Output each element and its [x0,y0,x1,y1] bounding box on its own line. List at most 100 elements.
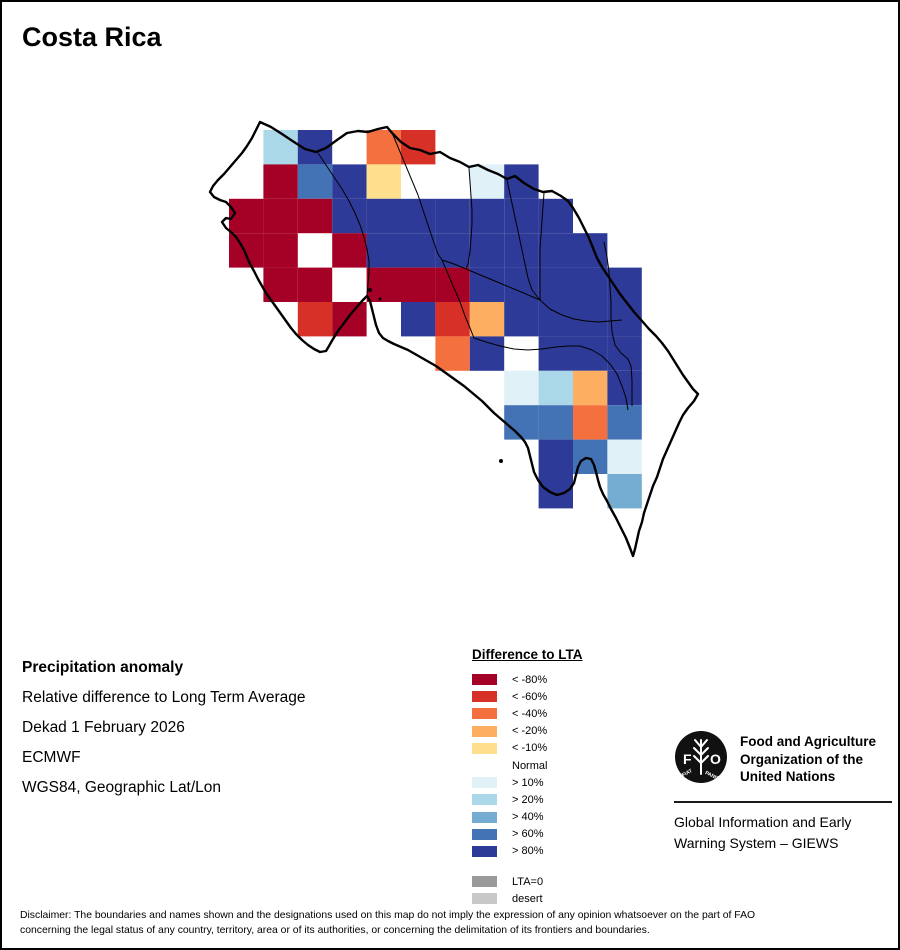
legend-swatch-m20 [472,725,497,737]
legend-swatch-p80 [472,845,497,857]
legend-label-p40: > 40% [512,811,544,824]
legend-swatch-p10 [472,777,497,789]
legend-swatch-p60 [472,828,497,840]
legend-label-p60: > 60% [512,828,544,841]
map-cell [366,164,401,199]
legend: Difference to LTA < -80% < -60% < -40% < -2… [472,647,583,907]
legend-swatch-lta0 [472,876,497,888]
map-cell [401,302,436,337]
legend-label-p10: > 10% [512,776,544,789]
page-title: Costa Rica [22,22,162,52]
map-cell [504,267,539,302]
disclaimer-text: Disclaimer: The boundaries and names sho… [20,910,756,936]
map-cell [504,405,539,440]
map-cell [469,302,505,337]
legend-row: > 80% [472,843,583,860]
country-outline [208,120,700,558]
map-cell [607,439,642,474]
map-cell [607,370,642,406]
legend-swatch-p20 [472,794,497,806]
fao-logo-motto-left: FIAT [681,768,693,778]
legend-row: < -40% [472,705,583,722]
map-cell [435,233,470,268]
map-cell [366,267,401,302]
map-cell [504,370,539,406]
fao-logo-letter-o: O [710,751,721,767]
legend-swatch-m10 [472,742,497,754]
map-cell [504,198,539,234]
map-cell [538,233,573,268]
legend-swatch-m40 [472,708,497,720]
map-cell [263,130,298,165]
legend-label-norm: Normal [512,759,548,772]
anomaly-grid-cells [229,130,642,509]
giews-label: Global Information and Early Warning Sys… [674,814,852,851]
map-cell [401,233,436,268]
map-cell [504,302,539,337]
legend-label-m10: < -10% [512,742,548,755]
info-line-subtitle: Relative difference to Long Term Average [22,689,306,706]
map-cell [366,233,401,268]
map-cell [332,164,367,199]
province-borders [317,134,633,411]
legend-label-m20: < -20% [512,725,548,738]
legend-row: desert [472,890,583,907]
map-cell [469,336,505,371]
legend-row: Normal [472,757,583,774]
fao-logo-letter-f: F [683,751,692,767]
map-cell [538,267,573,302]
legend-label-m40: < -40% [512,707,548,720]
legend-row: < -80% [472,671,583,688]
info-line-dekad: Dekad 1 February 2026 [22,719,185,736]
legend-extra-entries: LTA=0 desert [472,873,583,907]
map-cell [538,198,573,234]
map-cell [297,302,333,337]
legend-title: Difference to LTA [472,647,583,662]
map-cell [229,233,264,268]
legend-row: < -10% [472,740,583,757]
fao-divider [674,801,892,803]
legend-swatch-norm [472,760,497,771]
map-cell [435,198,470,234]
map-cell [538,405,573,440]
legend-label-desert: desert [512,892,543,905]
map-cell [573,405,608,440]
map-cell [263,164,298,199]
fao-logo: F O FIAT PANIS [675,731,727,783]
legend-row: > 40% [472,809,583,826]
info-heading: Precipitation anomaly [22,659,184,676]
legend-row: > 10% [472,774,583,791]
map-cell [401,130,436,165]
map-cell [538,439,573,474]
map-cell [366,198,401,234]
map-cell [573,370,608,406]
fao-org-name: Food and Agriculture Organization of the… [740,734,876,784]
map-cell [607,302,642,337]
legend-row: < -20% [472,723,583,740]
info-line-projection: WGS84, Geographic Lat/Lon [22,779,222,796]
map-cell [538,370,573,406]
legend-label-p20: > 20% [512,793,544,806]
legend-label-m80: < -80% [512,673,548,686]
map-cell [538,336,573,371]
legend-swatch-desert [472,893,497,905]
legend-row: < -60% [472,688,583,705]
map-cell [607,336,642,371]
map-cell [229,198,264,234]
legend-swatch-p40 [472,811,497,823]
map-cell [573,267,608,302]
map-cell [401,267,436,302]
legend-row: > 60% [472,826,583,843]
map-cell [297,267,333,302]
map-cell [607,405,642,440]
info-line-source: ECMWF [22,749,81,766]
map-cell [435,302,470,337]
legend-swatch-m60 [472,691,497,703]
map-cell [297,198,333,234]
map-info-block: Precipitation anomaly Relative differenc… [22,653,306,803]
map-cell [573,302,608,337]
legend-row: > 20% [472,791,583,808]
map-cell [573,336,608,371]
legend-entries: < -80% < -60% < -40% < -20% < -10% Normal > 10… [472,671,583,860]
